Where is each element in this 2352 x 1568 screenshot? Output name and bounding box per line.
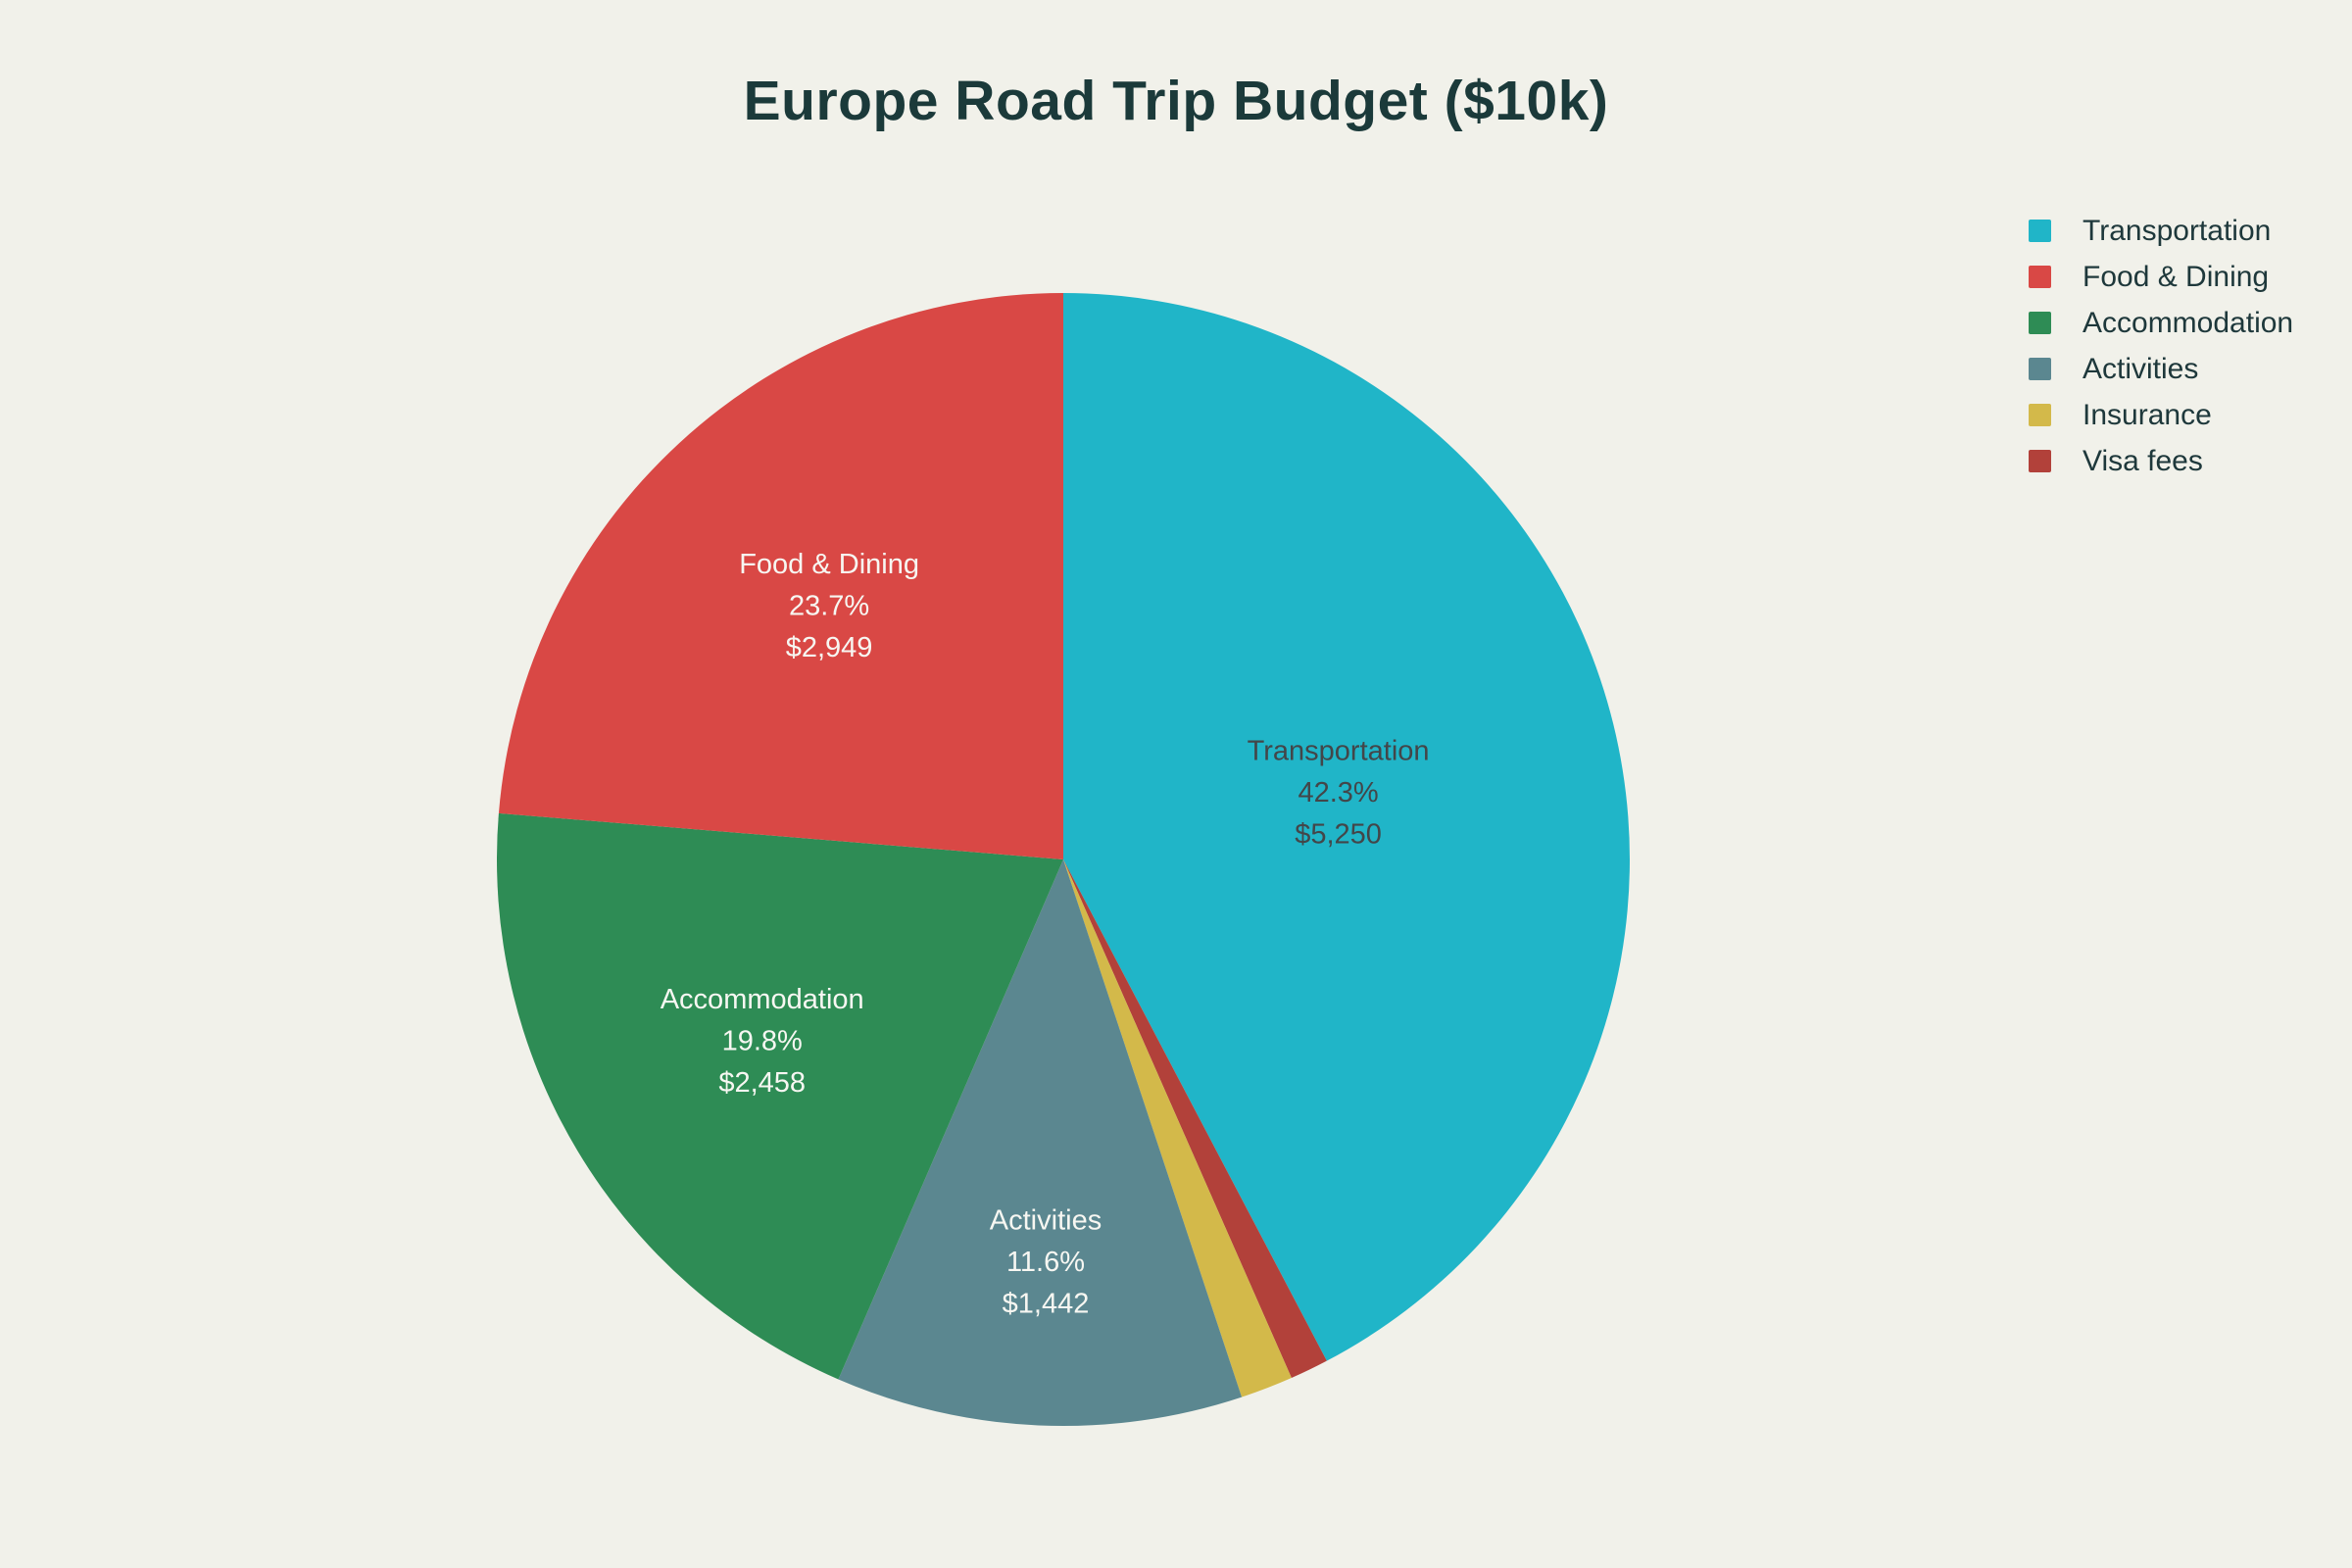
pie-slice-insurance[interactable] bbox=[1063, 859, 1292, 1397]
slice-label-amount: $2,458 bbox=[718, 1067, 806, 1099]
legend-swatch-transportation bbox=[2029, 220, 2051, 242]
legend-item-visa-fees[interactable]: Visa fees bbox=[2029, 438, 2293, 484]
legend-swatch-insurance bbox=[2029, 404, 2051, 426]
pie-slice-accommodation[interactable] bbox=[497, 812, 1063, 1380]
chart-title: Europe Road Trip Budget ($10k) bbox=[743, 70, 1609, 132]
pie-slice-label-transportation: Transportation 42.3% $5,250 bbox=[1248, 735, 1430, 850]
pie-slice-label-activities: Activities 11.6% $1,442 bbox=[990, 1205, 1102, 1320]
legend-swatch-accommodation bbox=[2029, 312, 2051, 334]
chart-legend: Transportation Food & Dining Accommodation… bbox=[2029, 208, 2293, 484]
legend-swatch-visa-fees bbox=[2029, 450, 2051, 472]
slice-label-amount: $2,949 bbox=[786, 632, 873, 663]
legend-label: Accommodation bbox=[2082, 306, 2294, 339]
slice-label-name: Food & Dining bbox=[739, 549, 919, 580]
slice-label-percent: 42.3% bbox=[1298, 777, 1378, 808]
pie-slice-activities[interactable] bbox=[838, 859, 1243, 1426]
slice-label-percent: 23.7% bbox=[789, 591, 869, 622]
legend-item-accommodation[interactable]: Accommodation bbox=[2029, 300, 2293, 346]
legend-item-insurance[interactable]: Insurance bbox=[2029, 392, 2293, 438]
pie-slice-label-accommodation: Accommodation 19.8% $2,458 bbox=[661, 984, 864, 1099]
slice-label-name: Transportation bbox=[1248, 735, 1430, 766]
legend-item-food-dining[interactable]: Food & Dining bbox=[2029, 254, 2293, 300]
pie-slice-food-dining[interactable] bbox=[498, 293, 1063, 859]
pie-slice-label-food-dining: Food & Dining 23.7% $2,949 bbox=[739, 549, 919, 663]
slice-label-name: Activities bbox=[990, 1205, 1102, 1237]
pie-slice-transportation[interactable] bbox=[1063, 293, 1630, 1361]
legend-label: Transportation bbox=[2082, 214, 2272, 247]
legend-label: Activities bbox=[2082, 352, 2199, 385]
slice-label-amount: $1,442 bbox=[1003, 1289, 1090, 1320]
slice-label-amount: $5,250 bbox=[1295, 818, 1382, 850]
legend-label: Food & Dining bbox=[2082, 260, 2270, 293]
legend-item-transportation[interactable]: Transportation bbox=[2029, 208, 2293, 254]
legend-swatch-activities bbox=[2029, 358, 2051, 380]
slice-label-name: Accommodation bbox=[661, 984, 864, 1015]
legend-label: Insurance bbox=[2082, 398, 2212, 431]
legend-swatch-food-dining bbox=[2029, 266, 2051, 288]
slice-label-percent: 11.6% bbox=[1006, 1247, 1085, 1278]
legend-label: Visa fees bbox=[2082, 444, 2203, 477]
legend-item-activities[interactable]: Activities bbox=[2029, 346, 2293, 392]
pie-slice-visa-fees[interactable] bbox=[1063, 859, 1327, 1379]
slice-label-percent: 19.8% bbox=[722, 1025, 803, 1056]
